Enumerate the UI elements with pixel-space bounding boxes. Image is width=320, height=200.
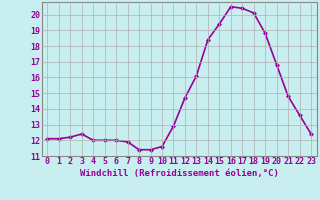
X-axis label: Windchill (Refroidissement éolien,°C): Windchill (Refroidissement éolien,°C) (80, 169, 279, 178)
